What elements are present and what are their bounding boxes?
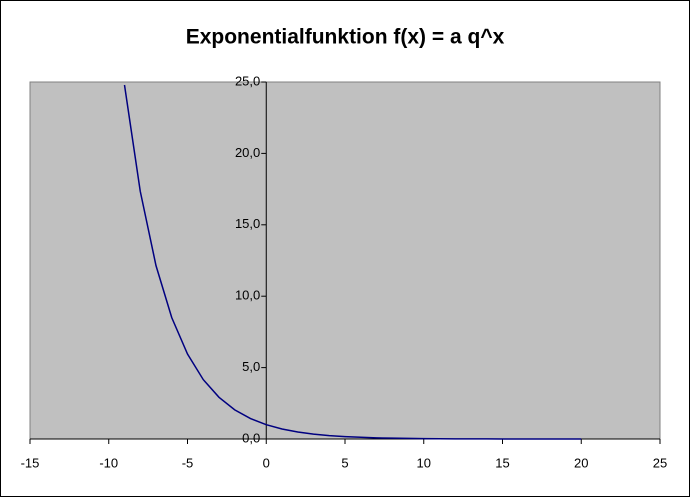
y-tick-label: 15,0: [235, 216, 260, 231]
x-tick-label: -5: [182, 455, 194, 470]
x-tick-label: 5: [341, 455, 348, 470]
x-tick-label: 10: [417, 455, 431, 470]
y-tick-label: 0,0: [242, 430, 260, 445]
plot-area: [29, 81, 661, 440]
y-tick-label: 10,0: [235, 288, 260, 303]
y-tick-label: 5,0: [242, 359, 260, 374]
chart-title: Exponentialfunktion f(x) = a q^x: [186, 26, 505, 49]
x-tick-label: 0: [263, 455, 270, 470]
x-tick-label: 25: [653, 455, 667, 470]
x-tick-label: 15: [495, 455, 509, 470]
x-tick-label: 20: [574, 455, 588, 470]
y-tick-label: 25,0: [235, 73, 260, 88]
x-tick-label: -15: [21, 455, 40, 470]
data-line: [123, 84, 582, 440]
y-tick-label: 20,0: [235, 145, 260, 160]
x-tick-label: -10: [99, 455, 118, 470]
